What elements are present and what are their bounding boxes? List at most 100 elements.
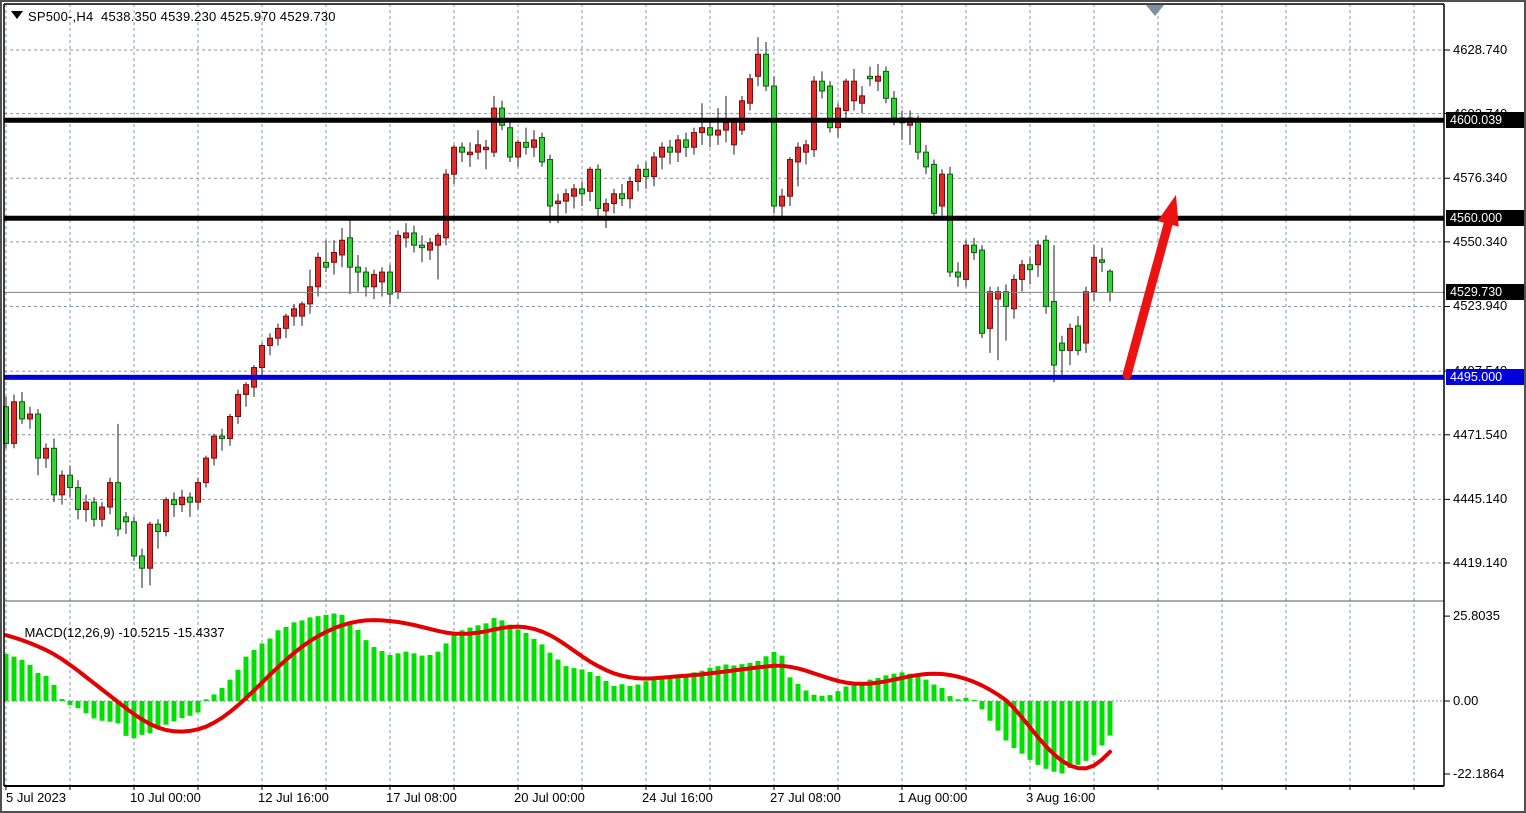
macd-histogram-bar — [499, 620, 505, 701]
macd-histogram-bar — [835, 691, 841, 701]
macd-histogram-bar — [443, 643, 449, 701]
macd-histogram-bar — [851, 683, 857, 701]
price-tick-label: 4628.740 — [1453, 42, 1508, 57]
macd-histogram-bar — [1075, 701, 1081, 765]
macd-histogram-bar — [75, 701, 81, 709]
macd-histogram-bar — [715, 666, 721, 701]
candle-bear — [523, 141, 529, 148]
candle-bull — [611, 193, 617, 205]
macd-histogram-bar — [467, 627, 473, 701]
macd-histogram-bar — [651, 679, 657, 701]
candle-bull — [1067, 327, 1073, 351]
macd-histogram-bar — [923, 679, 929, 701]
macd-histogram-bar — [947, 696, 953, 701]
macd-histogram-bar — [387, 654, 393, 701]
candle-bull — [755, 53, 761, 77]
macd-histogram-bar — [155, 701, 161, 729]
macd-histogram-bar — [43, 675, 49, 701]
candle-bear — [947, 173, 953, 273]
candle-bull — [339, 239, 345, 256]
macd-tick-label: 0.00 — [1453, 693, 1479, 708]
candle-bull — [603, 203, 609, 212]
candle-bear — [971, 244, 977, 254]
macd-histogram-bar — [203, 699, 209, 701]
horizontal-level-line[interactable] — [4, 374, 1444, 380]
candle-bull — [211, 435, 217, 459]
macd-histogram-bar — [1011, 701, 1017, 749]
candle-bull — [315, 256, 321, 288]
candle-bull — [59, 474, 65, 496]
macd-histogram-bar — [1107, 701, 1113, 736]
time-axis-label[interactable]: 12 Jul 16:00 — [258, 790, 329, 805]
macd-histogram-bar — [875, 677, 881, 701]
candle-bull — [147, 523, 153, 569]
symbol-dropdown-icon[interactable] — [11, 11, 23, 19]
candle-bull — [163, 499, 169, 533]
candle-bull — [651, 156, 657, 178]
macd-histogram-bar — [131, 701, 137, 739]
time-axis-label[interactable]: 17 Jul 08:00 — [386, 790, 457, 805]
candle-bear — [347, 237, 353, 268]
candle-bear — [1051, 300, 1057, 366]
trend-arrow-shaft[interactable] — [1122, 213, 1175, 380]
candle-bull — [627, 181, 633, 200]
macd-histogram-bar — [403, 651, 409, 701]
macd-histogram-bar — [355, 629, 361, 701]
horizontal-level-line[interactable] — [4, 215, 1444, 221]
time-axis-label[interactable]: 20 Jul 00:00 — [514, 790, 585, 805]
candle-bull — [779, 195, 785, 207]
candle-bull — [267, 337, 273, 347]
candle-bear — [123, 516, 129, 523]
candle-bull — [851, 80, 857, 102]
macd-histogram-bar — [363, 640, 369, 701]
candle-bear — [499, 107, 505, 126]
macd-histogram-bar — [459, 630, 465, 701]
macd-histogram-bar — [587, 672, 593, 701]
candle-bear — [771, 85, 777, 207]
candle-bull — [675, 139, 681, 153]
candle-bull — [395, 234, 401, 293]
candle-bull — [1019, 264, 1025, 280]
macd-tick-label: 25.8035 — [1453, 608, 1500, 624]
macd-histogram-bar — [11, 656, 17, 701]
macd-histogram-bar — [539, 644, 545, 701]
candle-bull — [27, 413, 33, 420]
candle-bull — [691, 132, 697, 148]
macd-histogram-bar — [891, 673, 897, 701]
candle-bear — [595, 168, 601, 209]
time-axis-label[interactable]: 5 Jul 2023 — [6, 790, 66, 805]
macd-histogram-bar — [27, 664, 33, 701]
macd-histogram-bar — [51, 684, 57, 701]
macd-histogram-bar — [571, 668, 577, 701]
candle-bear — [979, 249, 985, 334]
candle-bear — [667, 146, 673, 153]
trend-arrow-head[interactable] — [1157, 194, 1179, 227]
candle-bear — [459, 146, 465, 153]
macd-histogram-bar — [67, 701, 73, 705]
candle-bull — [635, 168, 641, 183]
candle-bull — [1091, 256, 1097, 293]
macd-histogram-bar — [963, 697, 969, 701]
candle-bear — [883, 70, 889, 99]
macd-histogram-bar — [35, 673, 41, 701]
candle-bear — [323, 261, 329, 268]
candle-bull — [467, 151, 473, 156]
candle-bear — [707, 127, 713, 136]
macd-histogram-bar — [931, 684, 937, 701]
horizontal-level-line[interactable] — [4, 117, 1444, 123]
macd-histogram-bar — [811, 694, 817, 701]
candle-bull — [723, 122, 729, 131]
macd-histogram-bar — [283, 626, 289, 701]
macd-histogram-bar — [307, 617, 313, 701]
time-axis-label[interactable]: 24 Jul 16:00 — [642, 790, 713, 805]
candle-bear — [827, 85, 833, 129]
candle-bull — [99, 506, 105, 520]
candle-bull — [1011, 278, 1017, 310]
chart-shift-marker-icon[interactable] — [1146, 5, 1164, 16]
macd-histogram-bar — [107, 701, 113, 722]
time-axis-label[interactable]: 10 Jul 00:00 — [130, 790, 201, 805]
time-axis-label[interactable]: 3 Aug 16:00 — [1026, 790, 1096, 805]
time-axis-label[interactable]: 1 Aug 00:00 — [898, 790, 968, 805]
time-axis-label[interactable]: 27 Jul 08:00 — [770, 790, 841, 805]
